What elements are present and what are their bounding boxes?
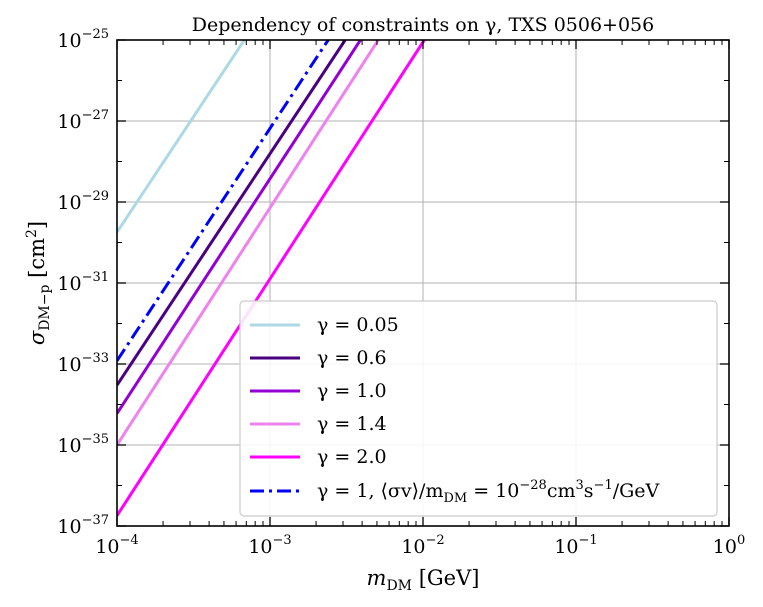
y-tick-label: 10−29 — [57, 189, 109, 214]
legend-label-annihilation: γ = 1, ⟨σv⟩/mDM = 10−28cm3s−1/GeV — [317, 478, 660, 506]
chart-title: Dependency of constraints on γ, TXS 0506… — [192, 14, 655, 36]
y-tick-label: 10−37 — [57, 513, 109, 538]
legend-label-gamma-1-4: γ = 1.4 — [317, 413, 387, 435]
series-line-4 — [117, 40, 426, 517]
series-line-0 — [117, 40, 246, 233]
x-tick-label: 10−1 — [554, 533, 597, 558]
y-axis-label: σDM−p [cm2] — [24, 221, 53, 345]
y-tick-labels: 10−25 10−27 10−29 10−31 10−33 10−35 10−37 — [57, 27, 109, 538]
series-line-1 — [117, 40, 347, 387]
legend-label-gamma-1-0: γ = 1.0 — [317, 380, 387, 402]
x-tick-label: 10−2 — [401, 533, 444, 558]
x-tick-labels: 10−4 10−3 10−2 10−1 100 — [95, 533, 745, 558]
x-tick-label: 10−4 — [95, 533, 138, 558]
x-tick-label: 100 — [713, 533, 745, 558]
series-layer — [117, 40, 426, 517]
x-axis-label: mDM [GeV] — [367, 566, 480, 594]
y-tick-label: 10−31 — [57, 270, 109, 295]
legend-box — [239, 300, 718, 517]
x-tick-label: 10−3 — [248, 533, 291, 558]
y-tick-label: 10−35 — [57, 432, 109, 457]
series-line-3 — [117, 40, 380, 446]
y-tick-label: 10−25 — [57, 27, 109, 52]
series-line-2 — [117, 40, 362, 415]
series-line-5 — [117, 40, 330, 362]
y-tick-label: 10−33 — [57, 351, 109, 376]
legend-label-gamma-0-05: γ = 0.05 — [317, 314, 399, 336]
legend-label-gamma-0-6: γ = 0.6 — [317, 347, 387, 369]
legend-label-gamma-2-0: γ = 2.0 — [317, 446, 387, 468]
y-tick-label: 10−27 — [57, 108, 109, 133]
legend: γ = 0.05 γ = 0.6 γ = 1.0 γ = 1.4 γ = 2.0… — [239, 300, 718, 517]
ticks — [116, 39, 730, 527]
